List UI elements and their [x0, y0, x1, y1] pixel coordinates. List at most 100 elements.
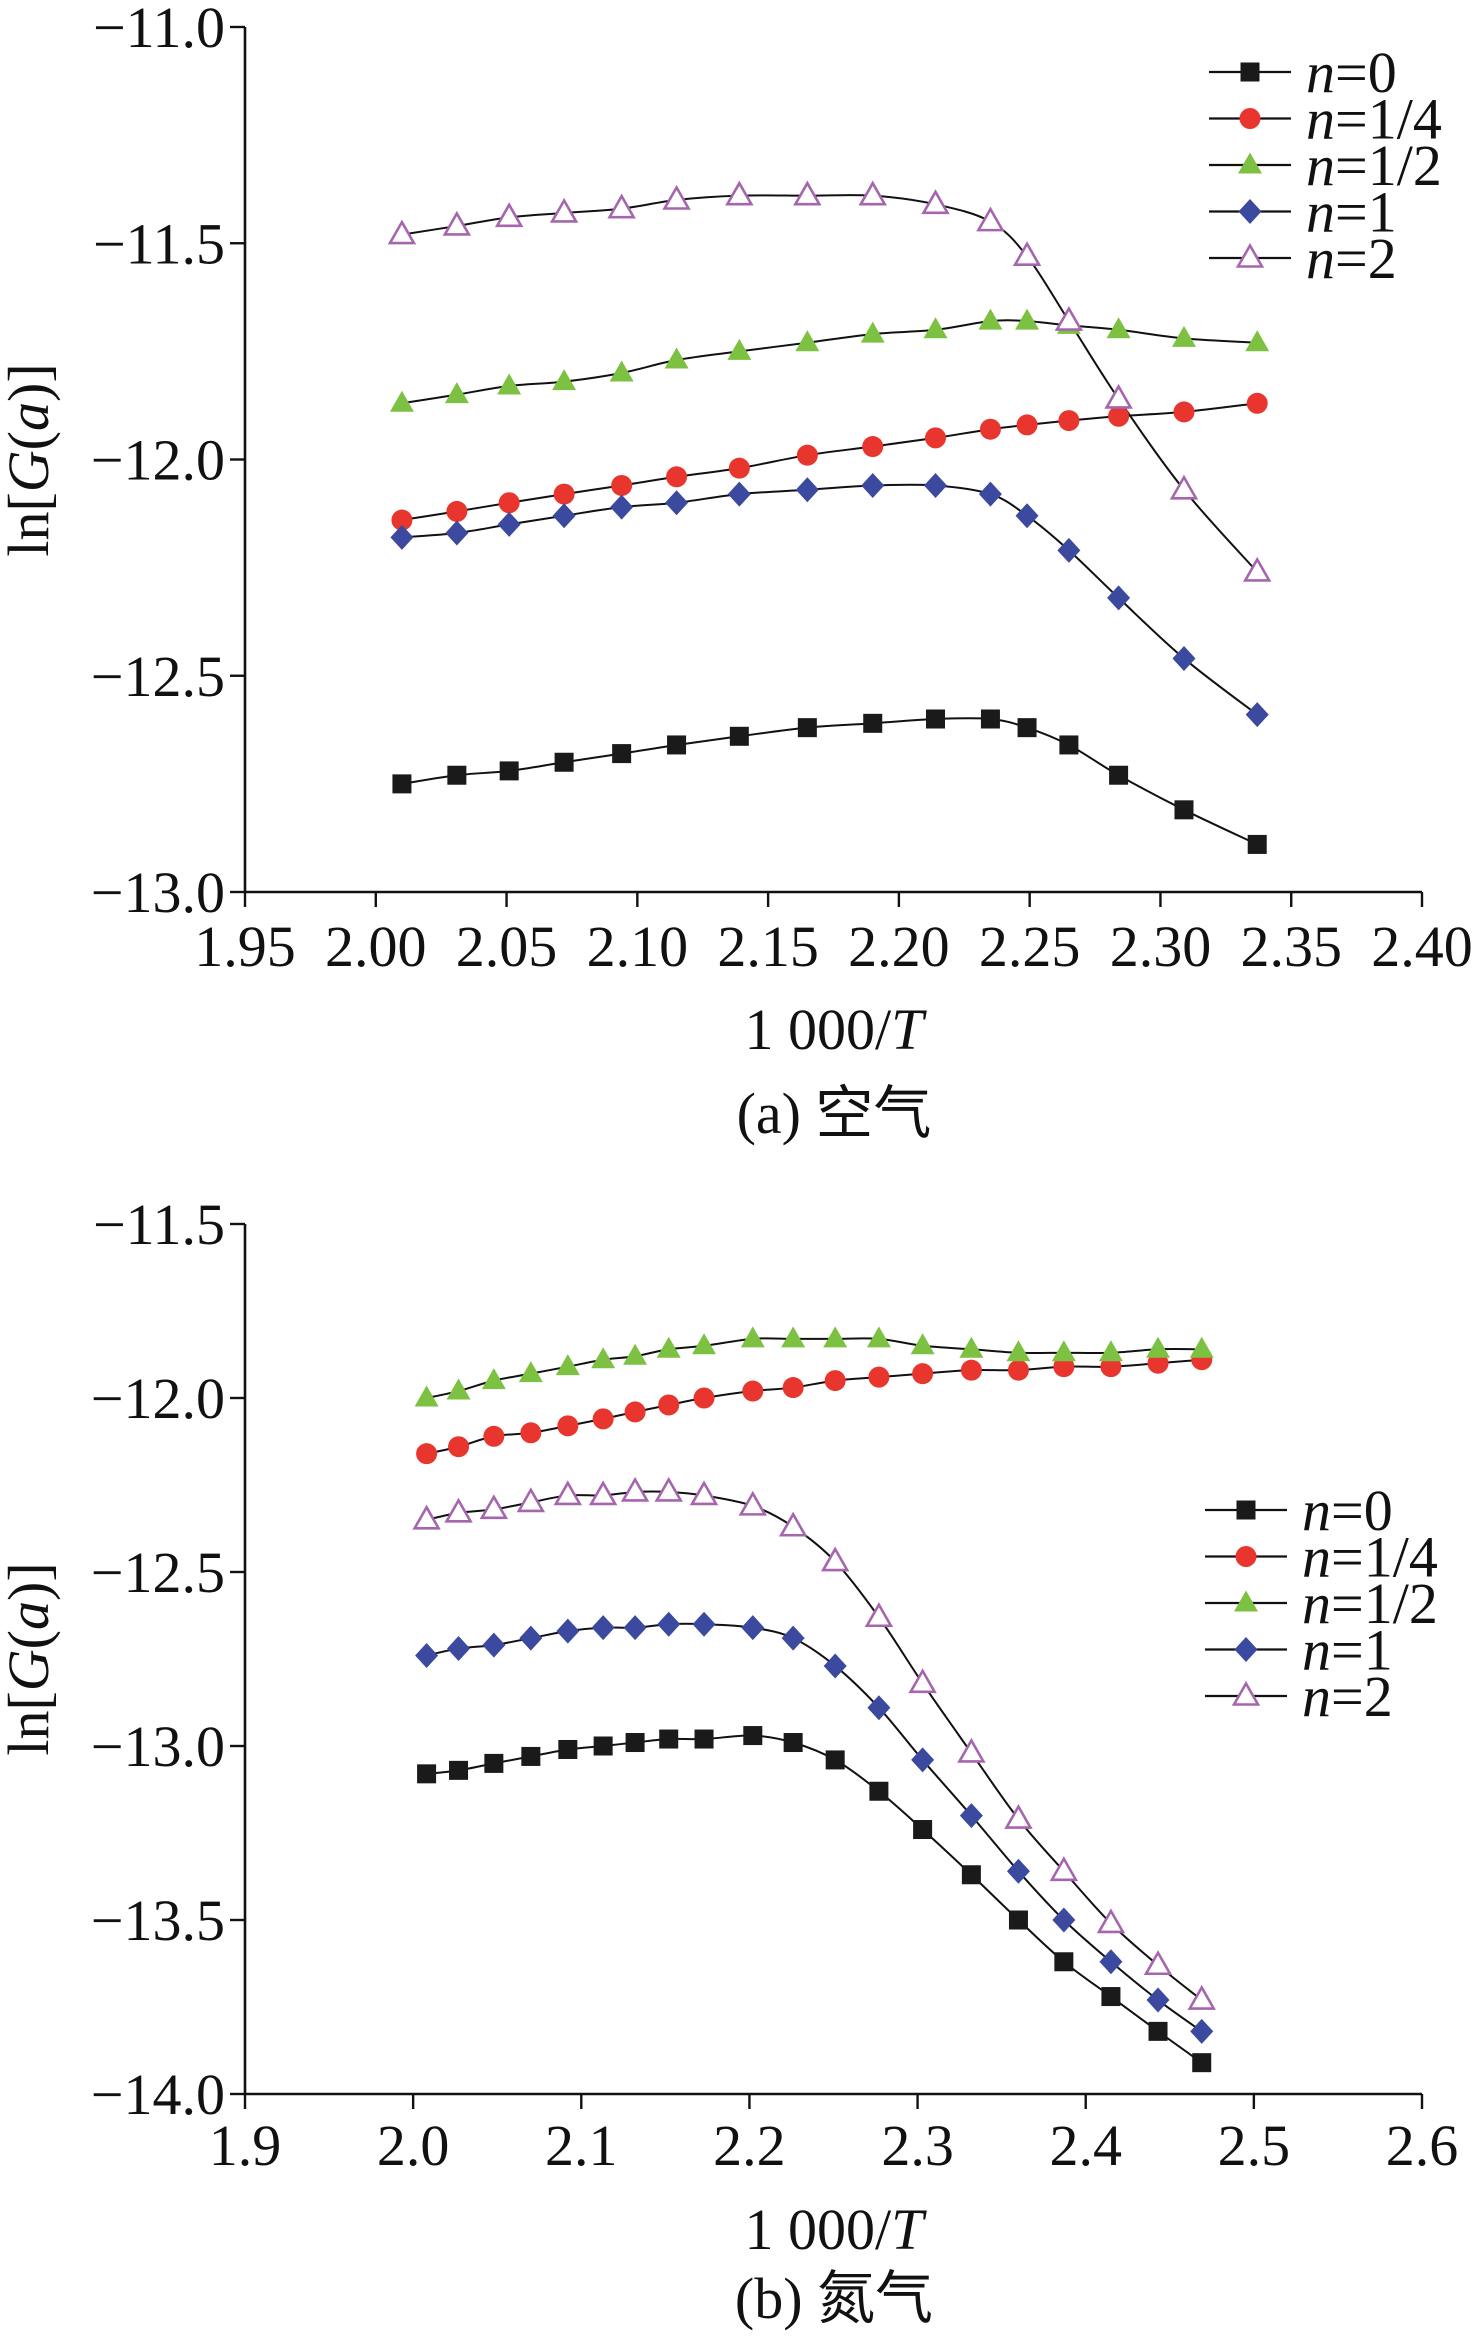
panel-b-n-1-point-14: [911, 1747, 935, 1773]
panel-a-n-1-point-4: [552, 503, 576, 529]
panel-a-n-1-2-point-10: [923, 317, 948, 339]
panel-b-n-0-point-8: [659, 1729, 679, 1749]
panel-a-n-0-point-3: [499, 761, 519, 781]
panel-b-n-1-2-point-15: [959, 1336, 984, 1358]
panel-a-n-2-point-7: [725, 180, 754, 206]
panel-b-n-1-4-point-16: [1007, 1359, 1029, 1381]
panel-b-n-1-4-point-12: [824, 1370, 846, 1392]
panel-a-n-2-point-5: [607, 193, 636, 219]
panel-a-n-0-point-13: [1059, 735, 1079, 755]
panel-b-n-0-point-9: [694, 1729, 714, 1749]
panel-b-y-tick-label: −12.5: [91, 1540, 225, 1605]
panel-b-legend-marker-n-1-2: [1234, 1590, 1258, 1612]
panel-a-n-2-point-3: [494, 202, 524, 228]
panel-b-legend-label-n-0: n=0: [1302, 1478, 1393, 1543]
panel-b-n-1-point-13: [867, 1695, 891, 1721]
panel-b-n-1-2-point-16: [1006, 1340, 1031, 1362]
panel-a-n-1-2-point-7: [727, 338, 752, 360]
panel-a-n-2-point-14: [1104, 383, 1133, 409]
panel-b-n-1-2-point-13: [866, 1326, 891, 1348]
panel-a-n-0-point-8: [797, 718, 817, 738]
panel-b-n-2-point-5: [553, 1480, 583, 1506]
panel-a-n-1-point-11: [978, 481, 1002, 507]
panel-b-x-tick-label: 1.9: [209, 2113, 282, 2178]
panel-a-x-tick-label: 2.25: [979, 914, 1081, 979]
panel-a-legend-label-n-0: n=0: [1306, 40, 1397, 105]
panel-a-n-0-point-11: [980, 709, 1000, 729]
panel-b-n-2-point-18: [1096, 1908, 1126, 1934]
panel-a-x-tick-label: 2.05: [456, 914, 558, 979]
panel-b-n-2-point-10: [738, 1490, 768, 1516]
panel-b-n-1-2-point-8: [656, 1336, 681, 1358]
panel-b-n-1-2-point-1: [414, 1385, 439, 1407]
panel-b-n-1-point-12: [823, 1653, 847, 1679]
panel-b-x-tick-label: 2.6: [1386, 2113, 1459, 2178]
panel-a-n-1-point-3: [497, 511, 521, 537]
panel-a-n-1-4-point-4: [553, 483, 575, 505]
panel-a-n-1-2-point-4: [552, 369, 577, 391]
panel-b-legend-label-n-1-4: n=1/4: [1302, 1525, 1438, 1590]
panel-b-n-0-point-18: [1101, 1987, 1121, 2007]
panel-a-x-tick-label: 2.10: [587, 914, 689, 979]
panel-a-n-1-point-10: [924, 472, 948, 498]
panel-a-n-1-point-1: [390, 524, 414, 550]
panel-a-legend-marker-n-1-2: [1238, 152, 1262, 174]
panel-b-n-1-4-point-2: [448, 1436, 470, 1458]
panel-b-n-1-point-15: [959, 1803, 983, 1829]
panel-b-line-n-1: [426, 1622, 1203, 2033]
panel-a-y-tick-label: −11.5: [93, 211, 225, 276]
panel-a-x-axis-label: 1 000/T: [745, 997, 928, 1062]
panel-a-n-1-point-6: [665, 490, 689, 516]
panel-b-n-1-point-9: [692, 1611, 716, 1637]
panel-b-n-2-point-11: [778, 1511, 808, 1537]
panel-b-line-n-0: [426, 1734, 1203, 2064]
panel-b-n-1-point-20: [1190, 2018, 1214, 2044]
panel-b-n-1-2-point-3: [481, 1368, 506, 1390]
panel-b-n-1-2-point-7: [623, 1343, 648, 1365]
panel-a-n-1-2-point-8: [795, 330, 820, 352]
panel-a-n-1-4-point-2: [446, 500, 468, 522]
panel-b-n-1-point-2: [447, 1636, 471, 1662]
panel-b-n-2-point-3: [479, 1494, 509, 1520]
panel-a-n-1-2-point-9: [860, 321, 885, 343]
panel-a-n-1-point-16: [1245, 702, 1269, 728]
panel-b-legend-marker-n-2: [1231, 1680, 1261, 1706]
panel-b-n-0-point-20: [1192, 2053, 1212, 2073]
panel-a-n-1-2-point-5: [609, 360, 634, 382]
panel-a-n-1-4-point-5: [611, 474, 633, 496]
panel-a-x-tick-label: 2.35: [1240, 914, 1342, 979]
panel-a-n-1-point-8: [795, 477, 819, 503]
panel-b-line-n-1-2: [426, 1337, 1202, 1399]
panel-a-n-0-point-2: [447, 765, 467, 785]
panel-a-line-n-1-2: [401, 319, 1258, 405]
panel-a-n-2-point-15: [1169, 474, 1199, 500]
panel-a-n-1-2-point-12: [1015, 308, 1040, 330]
panel-a-n-1-point-7: [727, 481, 751, 507]
panel-b-n-2-point-14: [908, 1668, 937, 1694]
panel-a-data-points: [387, 180, 1272, 854]
panel-a-n-0-point-7: [729, 726, 749, 746]
panel-b-n-1-2-point-17: [1051, 1340, 1076, 1362]
panel-b-n-0-point-19: [1148, 2021, 1168, 2041]
panel-b-n-1-point-6: [591, 1615, 615, 1641]
panel-b-n-1-point-1: [415, 1643, 439, 1669]
panel-b-legend-marker-n-1-4: [1235, 1546, 1257, 1567]
panel-b-chart: ln[G(a)] 1 000/T (b) 氮气 −11.5 −12.0 −12.5 −…: [0, 1192, 1458, 2331]
panel-a-n-2-point-1: [387, 219, 417, 245]
panel-b-n-1-point-17: [1052, 1907, 1076, 1933]
panel-b-n-1-point-11: [781, 1625, 805, 1651]
panel-b-n-1-4-point-13: [868, 1366, 890, 1388]
panel-a-n-0-point-10: [926, 709, 946, 729]
panel-b-legend-label-n-2: n=2: [1302, 1664, 1393, 1729]
panel-b-caption: (b) 氮气: [735, 2266, 933, 2331]
panel-b-n-2-point-17: [1049, 1856, 1079, 1882]
panel-a-n-2-point-9: [858, 180, 887, 206]
panel-a-n-1-4-point-7: [728, 457, 750, 479]
panel-b-x-tick-label: 2.0: [377, 2113, 450, 2178]
panel-b-x-tick-label: 2.1: [545, 2113, 618, 2178]
panel-b-n-1-2-point-10: [740, 1326, 765, 1348]
panel-b-n-1-point-19: [1146, 1987, 1170, 2013]
panel-a-n-1-4-point-13: [1058, 410, 1080, 432]
panel-a-n-1-2-point-3: [497, 373, 522, 395]
panel-b-n-0-point-14: [913, 1820, 933, 1840]
